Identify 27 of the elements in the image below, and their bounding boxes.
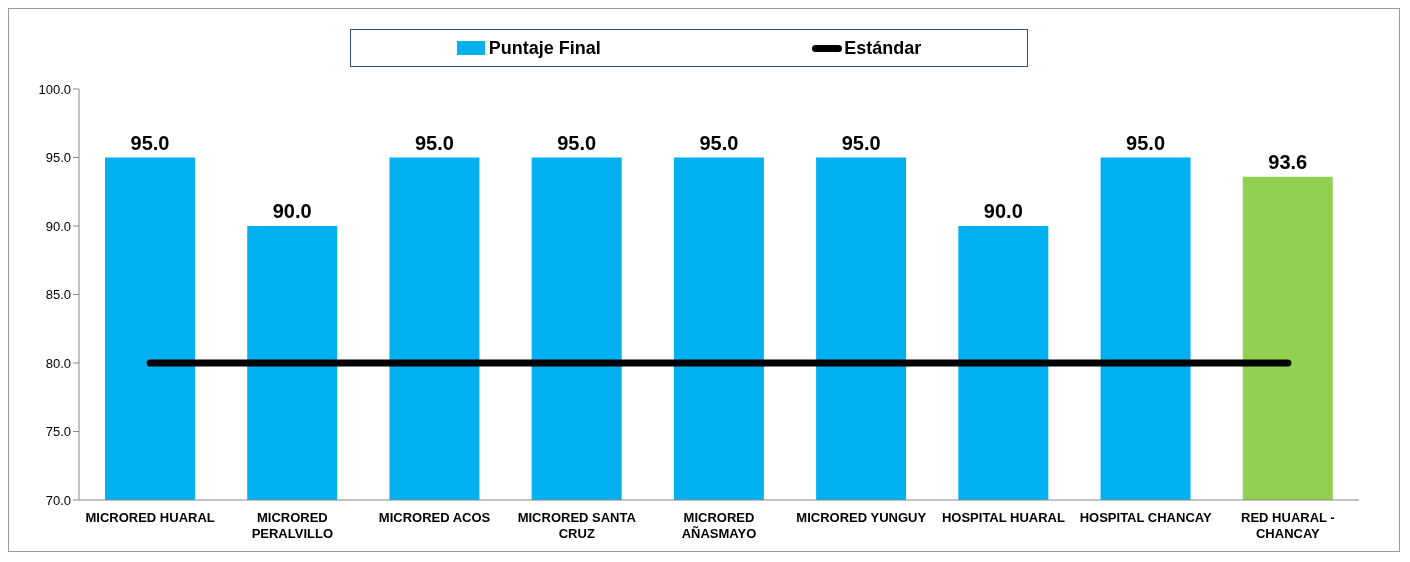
- data-label: 95.0: [414, 131, 454, 154]
- x-tick-label: HOSPITAL HUARAL: [941, 510, 1066, 525]
- y-tick-label: 95.0: [45, 150, 71, 166]
- x-tick-label: MICRORED PERALVILLO: [251, 510, 334, 541]
- x-tick-label: MICRORED YUNGUY: [796, 510, 927, 525]
- x-tick-label: HOSPITAL CHANCAY: [1079, 510, 1212, 525]
- data-label: 95.0: [130, 131, 170, 154]
- data-label: 95.0: [1126, 131, 1166, 154]
- y-tick-label: 70.0: [45, 492, 71, 508]
- data-label: 90.0: [272, 200, 312, 222]
- x-tick-label: MICRORED ACOS: [378, 510, 491, 525]
- legend-label: Estándar: [843, 37, 922, 59]
- data-label: 95.0: [699, 131, 739, 154]
- x-tick-label: MICRORED SANTA CRUZ: [517, 510, 637, 541]
- x-tick-label: RED HUARAL - CHANCAY: [1241, 510, 1335, 541]
- data-label: 95.0: [841, 131, 881, 154]
- legend-label: Puntaje Final: [487, 37, 601, 59]
- x-tick-label: MICRORED HUARAL: [85, 510, 215, 525]
- y-tick-label: 75.0: [45, 424, 71, 440]
- data-label: 90.0: [983, 200, 1023, 222]
- data-label: 93.6: [1268, 150, 1308, 173]
- y-tick-label: 100.0: [38, 81, 71, 97]
- y-tick-label: 85.0: [45, 287, 71, 303]
- x-tick-label: MICRORED AÑASMAYO: [681, 510, 757, 541]
- data-label: 95.0: [557, 131, 597, 154]
- y-tick-label: 80.0: [45, 355, 71, 371]
- y-tick-label: 90.0: [45, 218, 71, 234]
